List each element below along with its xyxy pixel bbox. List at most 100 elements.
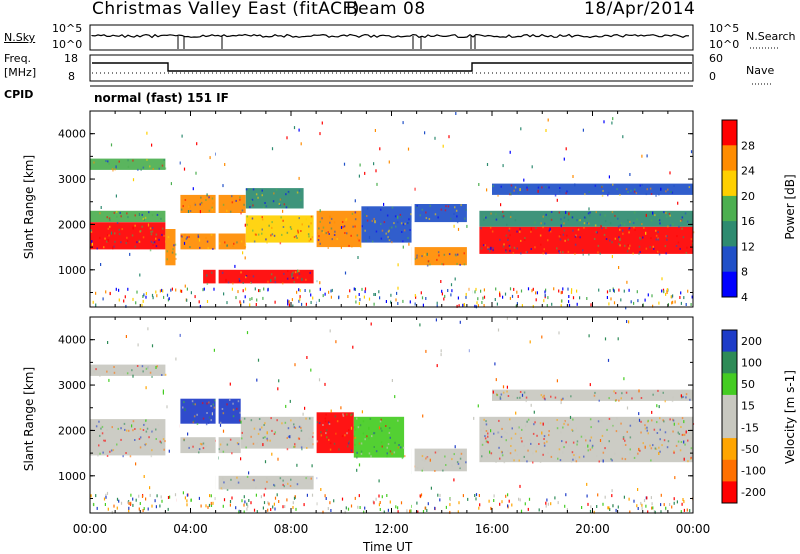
velocity-speckle: [615, 399, 617, 402]
power-speckle: [620, 222, 623, 225]
velocity-speckle: [456, 461, 459, 464]
velocity-speckle: [293, 485, 296, 488]
velocity-clutter: [229, 503, 231, 507]
velocity-speckle: [357, 426, 360, 429]
velocity-speckle: [685, 393, 688, 396]
velocity-noise: [324, 382, 326, 386]
power-speckle: [507, 238, 509, 241]
velocity-noise: [541, 431, 543, 435]
velocity-noise: [271, 452, 273, 456]
velocity-speckle: [636, 421, 638, 424]
velocity-speckle: [296, 483, 299, 486]
power-speckle: [296, 237, 298, 239]
velocity-speckle: [683, 433, 686, 436]
power-speckle: [453, 212, 455, 215]
power-speckle: [527, 184, 530, 187]
power-noise: [383, 202, 385, 206]
power-speckle: [624, 244, 626, 247]
power-speckle: [447, 205, 450, 208]
velocity-noise: [211, 412, 213, 416]
velocity-speckle: [312, 443, 314, 446]
power-speckle: [423, 253, 426, 256]
velocity-speckle: [116, 443, 118, 446]
power-speckle: [105, 160, 107, 162]
velocity-noise: [306, 356, 308, 359]
power-clutter: [363, 295, 365, 299]
power-noise: [560, 224, 562, 228]
velocity-speckle: [539, 461, 542, 463]
velocity-clutter: [167, 507, 169, 511]
velocity-speckle: [229, 438, 232, 441]
velocity-speckle: [110, 449, 113, 452]
velocity-clutter: [145, 497, 147, 501]
velocity-speckle: [112, 449, 115, 452]
velocity-clutter: [327, 507, 329, 510]
velocity-speckle: [253, 427, 256, 430]
velocity-speckle: [662, 419, 664, 422]
power-clutter: [590, 303, 592, 307]
power-speckle: [436, 258, 438, 261]
power-noise: [225, 278, 227, 282]
velocity-band: [90, 419, 166, 456]
power-speckle: [650, 193, 653, 195]
power-noise: [660, 187, 662, 191]
velocity-noise: [256, 378, 258, 382]
power-speckle: [690, 238, 693, 241]
velocity-noise: [453, 478, 455, 482]
power-speckle: [161, 233, 163, 236]
power-speckle: [490, 212, 492, 215]
velocity-speckle: [380, 418, 382, 421]
velocity-speckle: [106, 370, 108, 373]
power-speckle: [351, 212, 354, 215]
velocity-speckle: [318, 422, 321, 424]
velocity-speckle: [218, 439, 220, 442]
velocity-noise: [329, 329, 331, 333]
velocity-noise: [628, 320, 630, 324]
power-clutter: [359, 298, 361, 302]
velocity-clutter: [293, 496, 296, 500]
power-clutter: [551, 302, 553, 306]
power-speckle: [173, 244, 175, 247]
x-tick-label: 04:00: [173, 522, 208, 536]
velocity-speckle: [485, 420, 487, 423]
velocity-noise: [219, 423, 222, 427]
velocity-noise: [430, 486, 432, 490]
velocity-noise: [519, 484, 521, 488]
velocity-clutter: [581, 506, 583, 509]
velocity-speckle: [98, 444, 100, 447]
velocity-speckle: [193, 420, 195, 422]
power-noise: [145, 295, 147, 299]
velocity-noise: [289, 435, 291, 439]
power-speckle: [212, 202, 214, 205]
power-speckle: [310, 238, 312, 241]
velocity-speckle: [402, 446, 405, 449]
power-speckle: [519, 230, 521, 233]
velocity-speckle: [621, 457, 624, 460]
power-speckle: [572, 229, 574, 232]
power-clutter: [483, 295, 486, 299]
power-speckle: [634, 188, 636, 191]
power-clutter: [680, 301, 682, 305]
power-noise: [163, 295, 165, 299]
power-speckle: [391, 241, 393, 244]
power-noise: [520, 127, 522, 131]
power-speckle: [636, 218, 638, 221]
velocity-speckle: [677, 440, 680, 443]
velocity-clutter: [151, 504, 153, 508]
velocity-noise: [587, 444, 589, 448]
velocity-noise: [243, 503, 245, 507]
velocity-speckle: [624, 458, 627, 461]
power-noise: [357, 256, 359, 259]
velocity-speckle: [328, 438, 330, 441]
power-speckle: [149, 249, 152, 252]
velocity-speckle: [542, 396, 544, 399]
power-speckle: [171, 251, 174, 254]
velocity-clutter: [524, 502, 526, 506]
power-speckle: [563, 222, 565, 225]
velocity-clutter: [378, 503, 380, 507]
power-speckle: [678, 225, 680, 228]
power-clutter: [355, 295, 357, 299]
power-speckle: [126, 240, 129, 242]
velocity-speckle: [250, 419, 253, 422]
velocity-speckle: [680, 441, 683, 443]
